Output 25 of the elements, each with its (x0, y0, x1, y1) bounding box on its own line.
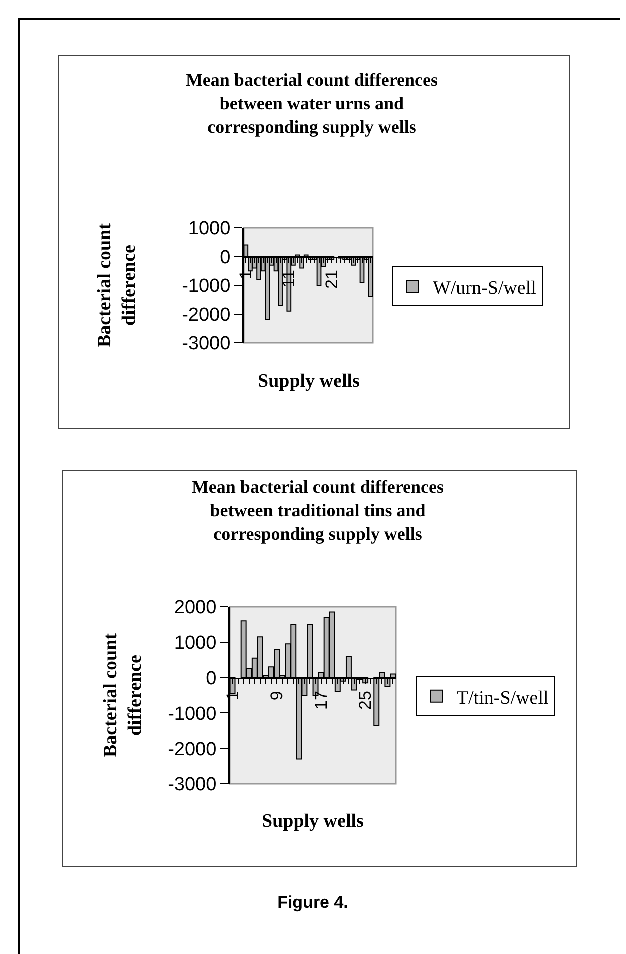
x-tick-label: 9 (268, 691, 287, 701)
y-tick-label: -2000 (182, 304, 231, 326)
y-tick-label: 0 (220, 247, 231, 268)
y-axis-title: Bacterial count difference (94, 222, 140, 348)
y-tick-label: 1000 (188, 218, 231, 240)
y-axis-title: Bacterial count difference (100, 632, 146, 758)
x-tick-label: 17 (312, 691, 331, 710)
x-axis-title: Supply wells (258, 371, 360, 392)
y-tick-label: -1000 (182, 276, 231, 298)
chart-title: Mean bacterial count differences between water urns and corresponding supply wells (186, 70, 438, 137)
y-tick-label: -2000 (168, 739, 217, 760)
y-tick-label: 0 (206, 668, 217, 690)
y-tick-label: 1000 (174, 633, 217, 654)
x-tick-label: 25 (356, 691, 376, 710)
x-tick-label: 21 (322, 270, 342, 289)
y-tick-label: -3000 (182, 334, 231, 355)
legend-label: T/tin-S/well (456, 688, 549, 709)
caption: Figure 4. (276, 893, 350, 913)
x-axis-title: Supply wells (262, 811, 364, 832)
y-tick-label: 2000 (174, 598, 217, 619)
chart-title: Mean bacterial count differences between traditional tins and corresponding supply wells (192, 477, 444, 544)
x-tick-label: 11 (280, 270, 299, 288)
legend-label: W/urn-S/well (432, 278, 536, 299)
y-tick-label: -3000 (168, 774, 217, 796)
y-tick-label: -1000 (168, 704, 217, 725)
